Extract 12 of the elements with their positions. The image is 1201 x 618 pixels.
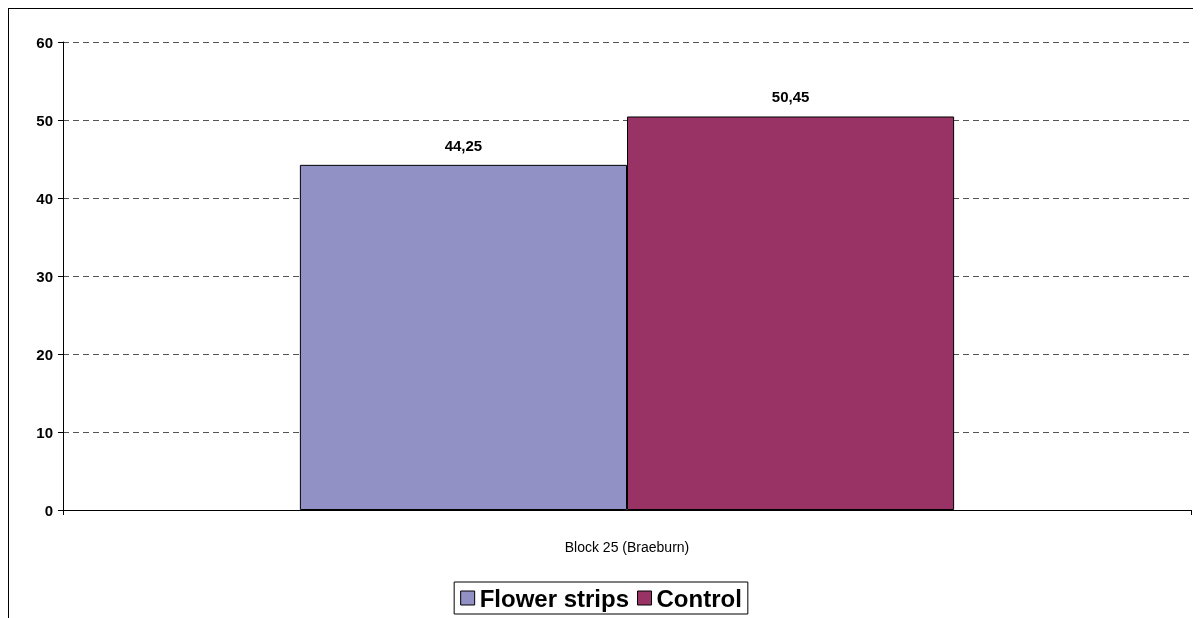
y-tick-label: 30 <box>36 267 53 285</box>
y-tick-label: 10 <box>36 423 53 441</box>
y-tick-label: 20 <box>36 345 53 363</box>
legend-label: Flower strips <box>479 584 630 612</box>
data-label: 50,45 <box>771 88 810 106</box>
legend-label: Control <box>656 584 742 612</box>
y-tick-label: 40 <box>36 189 53 207</box>
y-tick-label: 60 <box>36 33 53 51</box>
data-label: 44,25 <box>444 136 483 154</box>
y-tick-label: 50 <box>36 111 53 129</box>
x-tick-label: Block 25 (Braeburn) <box>564 539 690 555</box>
y-tick-label: 0 <box>44 501 53 519</box>
